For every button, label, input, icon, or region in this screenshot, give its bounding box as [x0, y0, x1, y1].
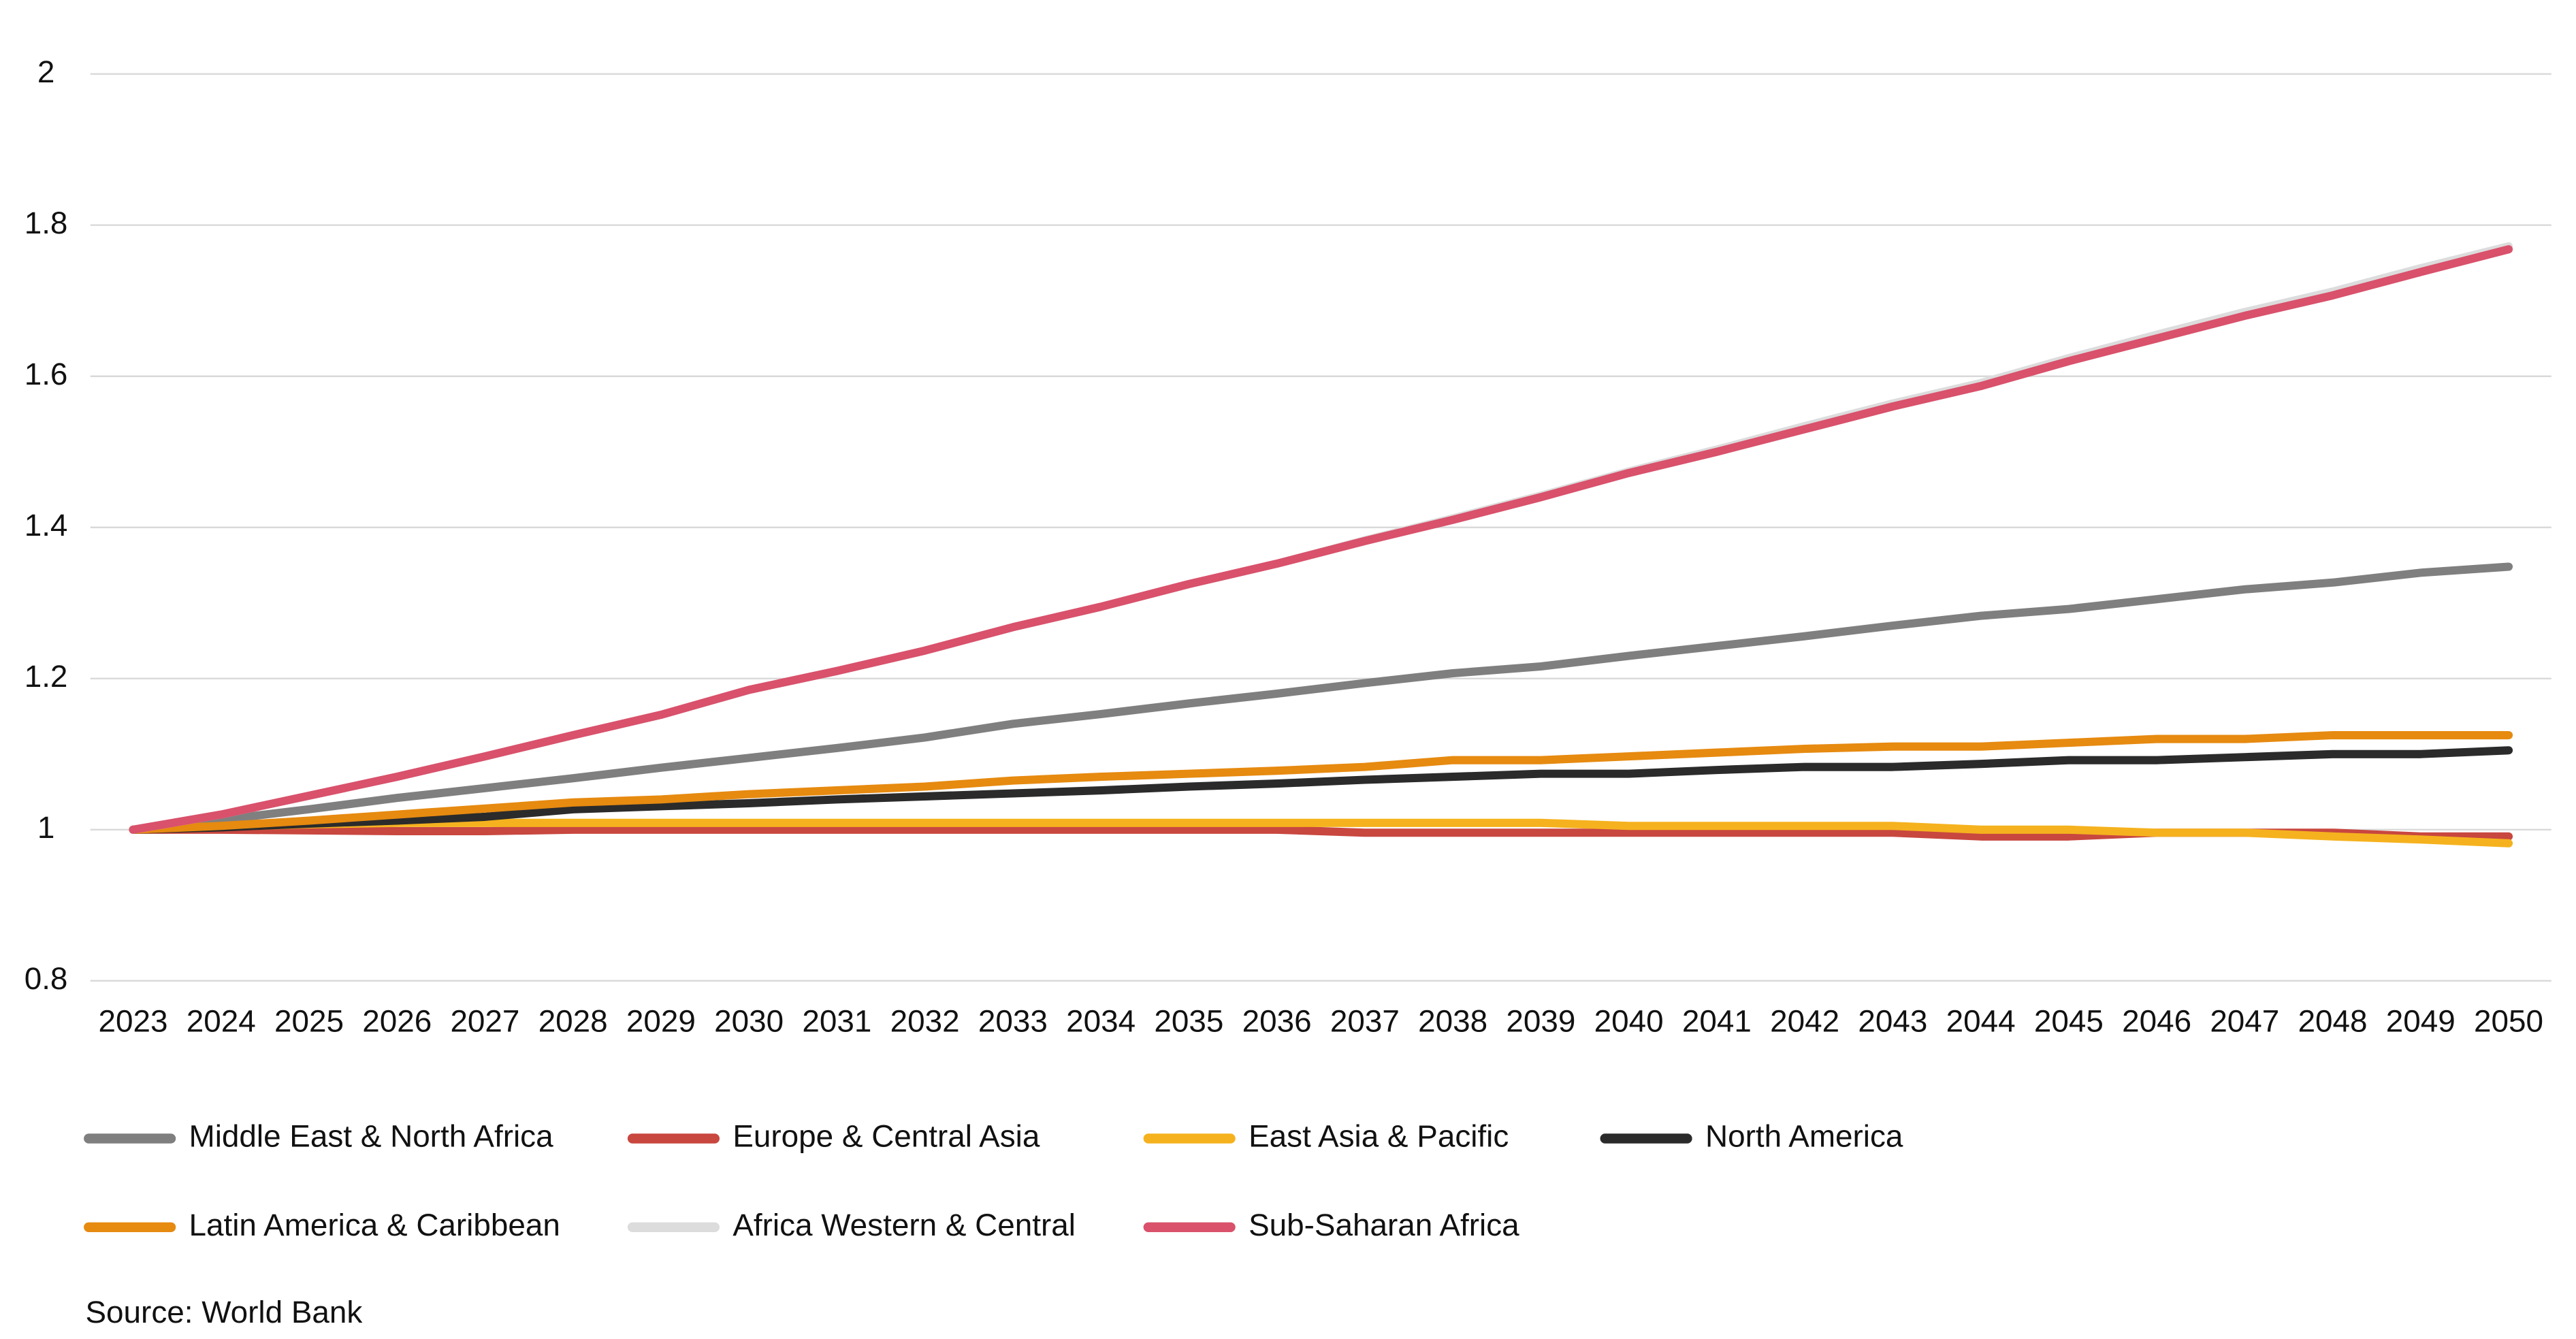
x-tick-label: 2039 [1506, 1003, 1575, 1039]
series-line [129, 245, 2513, 834]
legend-label: Africa Western & Central [732, 1207, 1076, 1242]
x-tick-label: 2033 [978, 1003, 1048, 1039]
x-tick-label: 2050 [2474, 1003, 2543, 1039]
y-tick-label: 0.8 [25, 961, 68, 996]
x-tick-label: 2045 [2034, 1003, 2104, 1039]
x-tick-label: 2027 [450, 1003, 519, 1039]
x-tick-label: 2041 [1682, 1003, 1752, 1039]
y-tick-label: 2 [37, 54, 55, 89]
x-tick-label: 2042 [1770, 1003, 1839, 1039]
x-tick-label: 2026 [362, 1003, 432, 1039]
x-tick-label: 2034 [1066, 1003, 1136, 1039]
x-tick-label: 2044 [1946, 1003, 2016, 1039]
y-tick-label: 1.6 [25, 356, 68, 391]
x-tick-label: 2025 [274, 1003, 344, 1039]
legend-label: Sub-Saharan Africa [1249, 1207, 1519, 1242]
series-line [129, 730, 2513, 834]
y-tick-label: 1.8 [25, 205, 68, 240]
x-tick-label: 2049 [2386, 1003, 2456, 1039]
y-tick-label: 1 [37, 809, 55, 845]
y-tick-label: 1.4 [25, 507, 68, 543]
series-line [129, 562, 2513, 834]
x-tick-label: 2024 [187, 1003, 256, 1039]
legend-label: Middle East & North Africa [189, 1118, 554, 1154]
y-tick-label: 1.2 [25, 658, 68, 694]
x-tick-label: 2029 [626, 1003, 696, 1039]
x-tick-label: 2048 [2298, 1003, 2368, 1039]
legend-label: Europe & Central Asia [732, 1118, 1040, 1154]
legend-label: East Asia & Pacific [1249, 1118, 1509, 1154]
legend-label: North America [1705, 1118, 1903, 1154]
x-tick-label: 2040 [1594, 1003, 1664, 1039]
legend-label: Latin America & Caribbean [189, 1207, 560, 1242]
series-line [129, 818, 2513, 848]
x-tick-label: 2035 [1154, 1003, 1223, 1039]
x-tick-label: 2030 [714, 1003, 784, 1039]
x-tick-label: 2036 [1242, 1003, 1312, 1039]
x-tick-label: 2038 [1418, 1003, 1487, 1039]
x-tick-label: 2031 [802, 1003, 871, 1039]
legend: Middle East & North Africa Europe & Centr… [84, 1118, 1903, 1242]
x-tick-label: 2043 [1858, 1003, 1927, 1039]
source-note: Source: World Bank [85, 1294, 362, 1329]
grid: 0.8 1 1.2 1.4 1.6 1.8 2 2023 2024 2025 2026 2027 202… [25, 54, 2551, 1039]
x-tick-label: 2023 [98, 1003, 167, 1039]
x-tick-label: 2046 [2122, 1003, 2191, 1039]
x-tick-label: 2028 [538, 1003, 608, 1039]
plot-area [129, 242, 2513, 848]
x-tick-label: 2032 [890, 1003, 960, 1039]
x-tick-label: 2037 [1330, 1003, 1400, 1039]
x-tick-label: 2047 [2210, 1003, 2279, 1039]
series-line [129, 746, 2513, 834]
